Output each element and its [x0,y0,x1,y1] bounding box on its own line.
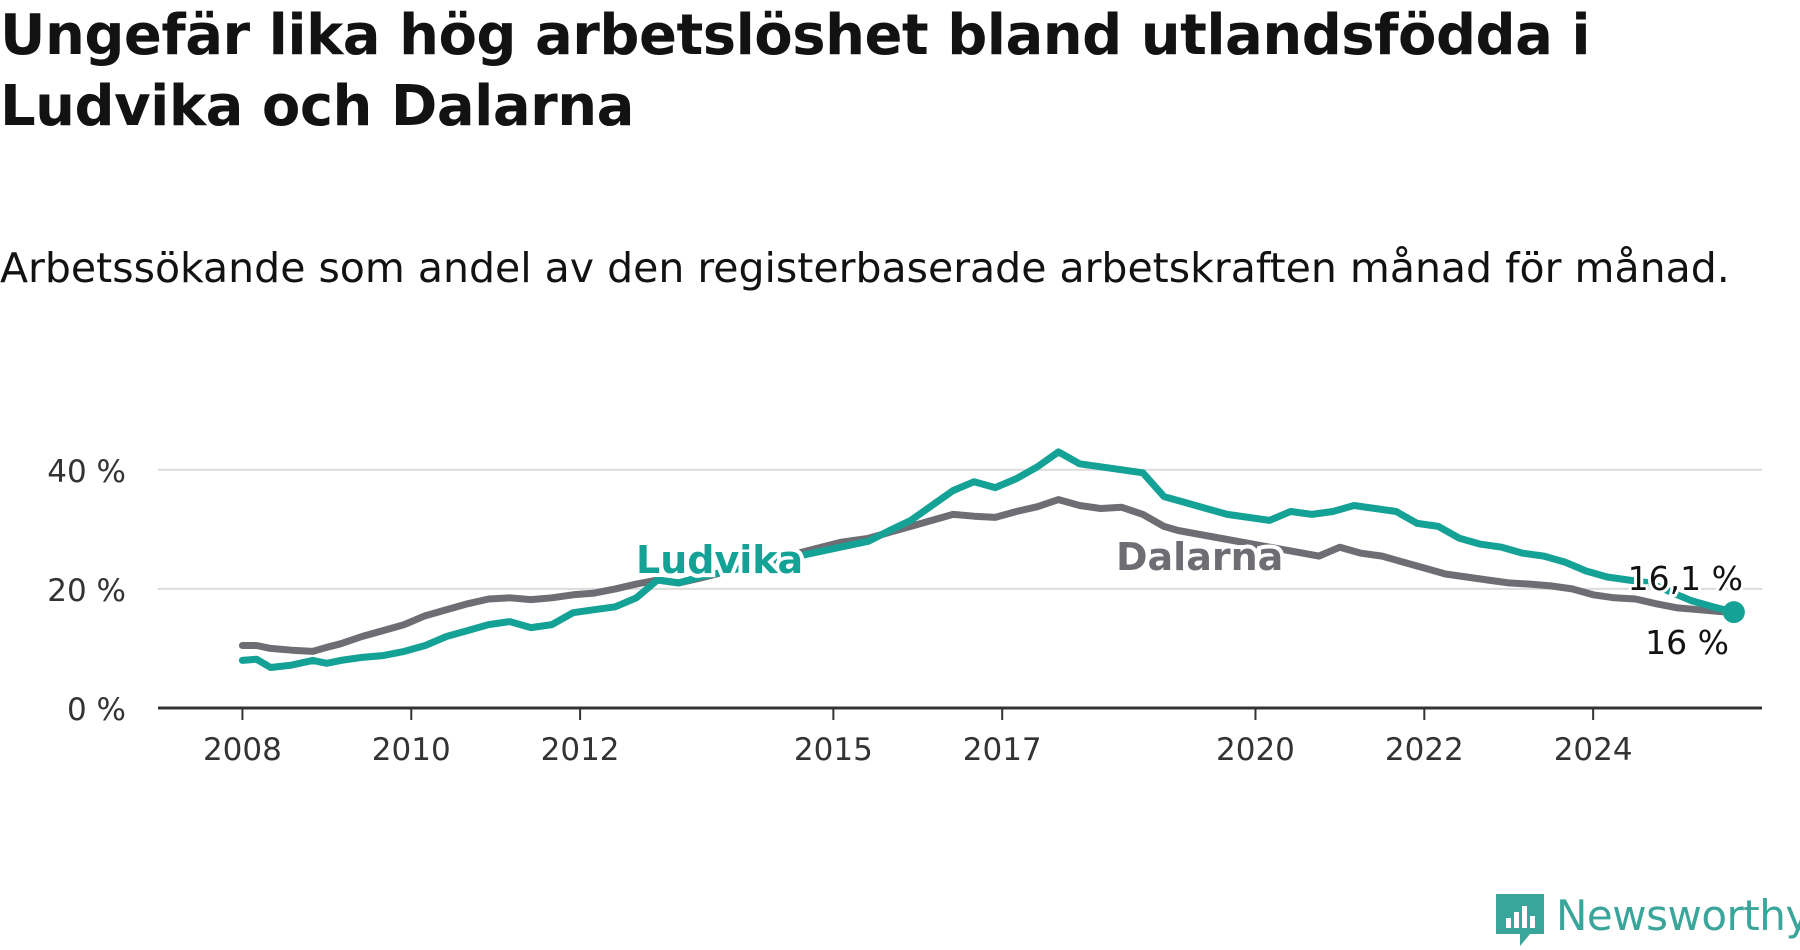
x-tick-label: 2022 [1385,732,1464,768]
series-label-dalarna: Dalarna [1116,535,1283,579]
label-layer: Ludvika Dalarna 16,1 % 16 % [632,531,1746,665]
brand-name: Newsworthy [1556,891,1800,940]
newsworthy-logo[interactable]: Newsworthy [1492,890,1800,950]
y-tick-label: 0 % [67,692,126,728]
newsworthy-logo-icon [1496,894,1544,946]
x-tick-label: 2012 [541,732,620,768]
series-layer [238,448,1738,671]
end-point-ludvika [1722,601,1745,624]
x-tick-label: 2008 [203,732,282,768]
chart-title: Ungefär lika hög arbetslöshet bland utla… [0,3,1591,139]
x-tick-label: 2010 [372,732,451,768]
x-tick-label: 2015 [794,732,873,768]
x-tick-label: 2024 [1554,732,1633,768]
x-tick-label: 2017 [963,732,1042,768]
end-label-ludvika: 16,1 % [1628,559,1743,598]
series-label-ludvika: Ludvika [636,538,803,582]
end-label-dalarna: 16 % [1645,623,1729,662]
y-tick-label: 40 % [47,454,126,490]
axis-layer: 0 % 20 % 40 % 2008 2010 2012 2015 2017 2020 2022 2… [47,454,1762,768]
line-chart: 0 % 20 % 40 % 2008 2010 2012 2015 2017 2020 2022 2… [47,448,1762,768]
y-tick-label: 20 % [47,573,126,609]
chart-subtitle: Arbetssökande som andel av den registerb… [0,244,1730,292]
series-line-dalarna [238,496,1738,655]
grid-layer [158,468,1762,590]
series-line-ludvika [238,448,1738,671]
x-tick-label: 2020 [1216,732,1295,768]
